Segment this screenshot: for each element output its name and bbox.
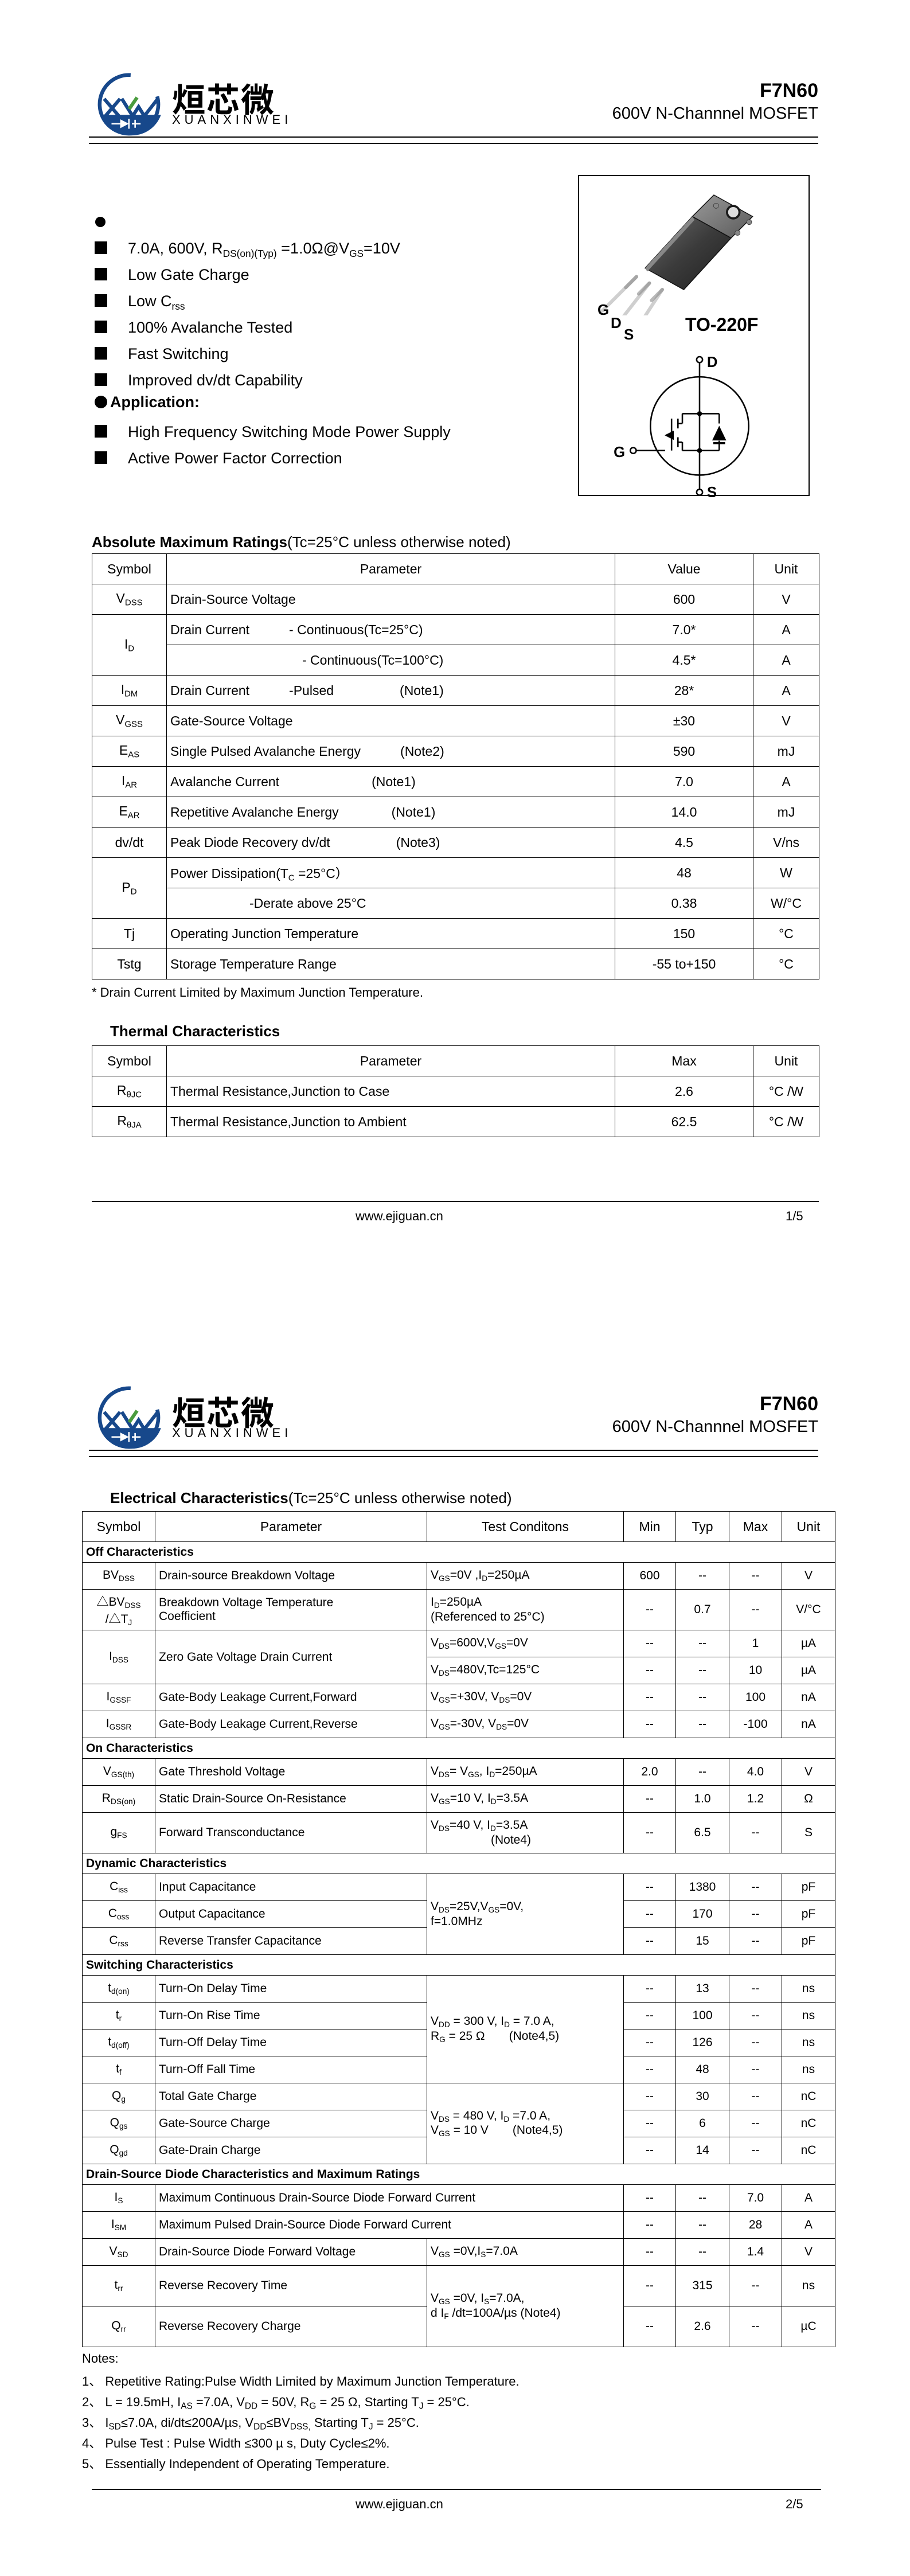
svg-text:D: D — [707, 354, 718, 370]
svg-text:S: S — [707, 485, 717, 497]
svg-text:G: G — [614, 444, 625, 460]
